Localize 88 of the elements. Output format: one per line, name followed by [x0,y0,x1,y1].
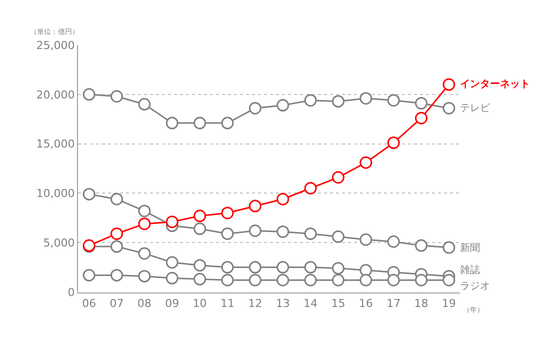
point [276,225,290,238]
point [248,224,262,237]
point [248,274,262,286]
x-tick-label: 15 [331,297,346,310]
x-tick-label: 19 [442,297,456,310]
x-tick-label: 17 [386,297,401,310]
point [194,210,206,222]
point [304,261,317,274]
point [415,239,428,252]
point [276,99,290,112]
x-tick-label: 11 [220,297,234,310]
point [332,95,344,108]
point [387,94,400,107]
point [166,256,178,269]
point [166,216,178,228]
point [276,192,290,206]
x-tick-label: 13 [276,297,290,310]
point [110,227,123,240]
point [360,156,372,169]
point [248,200,262,212]
point [304,182,317,195]
point [442,274,456,286]
point [248,102,262,114]
point [138,247,151,260]
point [110,240,123,253]
point [110,90,123,103]
point [110,192,123,206]
series-label: テレビ [460,103,491,114]
x-tick-label: 12 [248,297,262,310]
x-tick-label: 14 [304,297,318,310]
point [166,116,178,130]
point [332,171,344,184]
point [415,97,428,110]
point [138,204,151,218]
point [138,270,151,282]
x-tick-label: 08 [137,297,152,310]
point [221,227,234,240]
y-tick-label: 15,000 [36,138,75,151]
point [387,274,400,286]
point [82,88,96,101]
point [82,268,96,282]
series-label: ラジオ [460,281,490,292]
series-label: 新聞 [460,242,480,254]
point [82,188,96,200]
point [360,274,372,286]
y-tick-label: 10,000 [36,187,75,200]
series-label: 雑誌 [460,264,480,276]
point [221,206,234,220]
point [442,102,456,114]
point [442,241,456,254]
x-tick-label: 16 [358,297,373,310]
point [276,261,290,274]
y-tick-label: 20,000 [36,88,75,102]
point [221,116,234,130]
point [276,274,290,286]
point [332,262,344,275]
y-tick-label: 0 [68,286,75,299]
point [360,92,372,105]
x-tick-label: 09 [165,297,180,310]
y-tick-label: 5,000 [43,236,75,250]
point [304,227,317,240]
point [221,274,234,286]
x-tick-label: 18 [414,297,428,310]
y-tick-label: 25,000 [36,38,75,52]
point [415,274,428,286]
series-label: インターネット [460,79,530,90]
point [194,116,206,130]
point [194,272,206,286]
point [194,222,206,236]
point [138,98,151,111]
point [248,261,262,274]
point [387,235,400,248]
x-tick-label: 07 [110,297,124,310]
point [138,218,151,230]
point [415,112,428,124]
point [194,259,206,272]
point [360,233,372,246]
point [304,94,317,107]
point [166,272,178,284]
point [442,78,456,91]
point [304,274,317,286]
point [221,261,234,274]
point [387,136,400,150]
point [332,274,344,286]
point [332,230,344,243]
x-tick-label: 06 [82,297,96,310]
x-tick-label: 10 [192,297,207,310]
point [110,268,123,282]
